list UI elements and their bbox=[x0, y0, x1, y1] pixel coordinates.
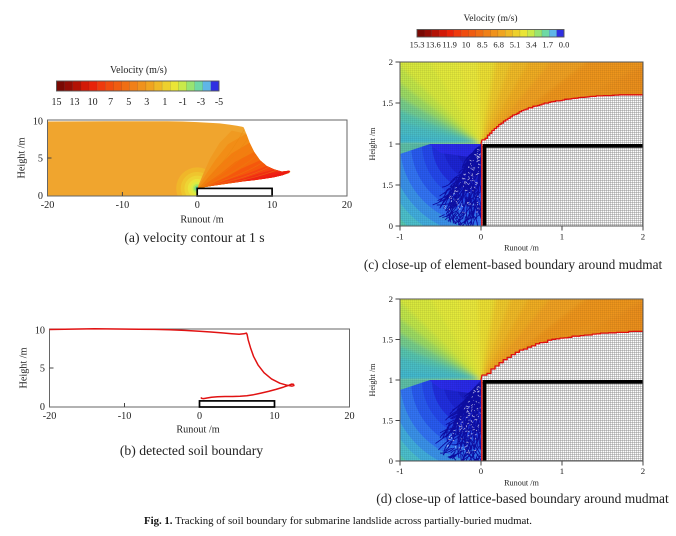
svg-text:1: 1 bbox=[162, 97, 167, 108]
svg-text:Velocity (m/s): Velocity (m/s) bbox=[463, 13, 517, 24]
svg-text:1.7: 1.7 bbox=[542, 40, 553, 50]
svg-text:1.5: 1.5 bbox=[382, 335, 394, 345]
svg-text:0: 0 bbox=[389, 456, 394, 466]
svg-text:1: 1 bbox=[560, 232, 564, 242]
svg-text:Fig. 1. Tracking of soil bound: Fig. 1. Tracking of soil boundary for su… bbox=[144, 515, 532, 527]
svg-text:0: 0 bbox=[389, 221, 394, 231]
svg-text:0: 0 bbox=[40, 402, 45, 413]
svg-text:Runout /m: Runout /m bbox=[504, 479, 539, 488]
svg-text:0: 0 bbox=[197, 411, 202, 422]
svg-text:10: 10 bbox=[462, 40, 471, 50]
svg-text:6.8: 6.8 bbox=[493, 40, 504, 50]
svg-text:-20: -20 bbox=[43, 411, 57, 422]
svg-text:8.5: 8.5 bbox=[477, 40, 488, 50]
svg-text:10: 10 bbox=[35, 326, 45, 337]
svg-text:5: 5 bbox=[126, 97, 131, 108]
svg-text:Velocity (m/s): Velocity (m/s) bbox=[110, 65, 167, 76]
svg-text:1.5: 1.5 bbox=[382, 416, 394, 426]
svg-text:(a) velocity contour at 1 s: (a) velocity contour at 1 s bbox=[124, 230, 264, 246]
svg-text:3: 3 bbox=[144, 97, 149, 108]
svg-text:Height /m: Height /m bbox=[19, 347, 30, 388]
svg-text:2: 2 bbox=[389, 294, 393, 304]
svg-text:5: 5 bbox=[40, 364, 45, 375]
svg-text:15.3: 15.3 bbox=[410, 40, 425, 50]
svg-text:2: 2 bbox=[641, 466, 645, 476]
svg-text:13: 13 bbox=[70, 97, 80, 108]
svg-text:1.5: 1.5 bbox=[382, 180, 394, 190]
svg-text:0: 0 bbox=[479, 466, 484, 476]
svg-text:Runout /m: Runout /m bbox=[176, 425, 219, 436]
svg-text:-10: -10 bbox=[116, 200, 130, 211]
svg-text:3.4: 3.4 bbox=[526, 40, 537, 50]
svg-text:-10: -10 bbox=[118, 411, 132, 422]
svg-text:Height /m: Height /m bbox=[368, 127, 377, 161]
svg-text:-1: -1 bbox=[396, 232, 403, 242]
svg-text:15: 15 bbox=[52, 97, 62, 108]
svg-text:10: 10 bbox=[269, 411, 279, 422]
svg-text:20: 20 bbox=[344, 411, 354, 422]
svg-text:5.1: 5.1 bbox=[510, 40, 521, 50]
svg-text:-3: -3 bbox=[197, 97, 205, 108]
svg-text:10: 10 bbox=[88, 97, 98, 108]
svg-text:1.5: 1.5 bbox=[382, 98, 394, 108]
svg-text:-1: -1 bbox=[396, 466, 403, 476]
svg-text:Height /m: Height /m bbox=[17, 137, 28, 178]
svg-text:10: 10 bbox=[267, 200, 277, 211]
svg-text:13.6: 13.6 bbox=[426, 40, 441, 50]
svg-text:0: 0 bbox=[479, 232, 484, 242]
svg-text:1: 1 bbox=[560, 466, 564, 476]
svg-text:11.9: 11.9 bbox=[442, 40, 457, 50]
svg-text:(d) close-up of lattice-based: (d) close-up of lattice-based boundary a… bbox=[376, 491, 669, 506]
svg-text:0.0: 0.0 bbox=[559, 40, 570, 50]
svg-text:10: 10 bbox=[33, 117, 43, 128]
svg-text:Runout /m: Runout /m bbox=[504, 244, 539, 253]
svg-text:Height /m: Height /m bbox=[368, 363, 377, 397]
svg-text:20: 20 bbox=[342, 200, 352, 211]
svg-text:0: 0 bbox=[195, 200, 200, 211]
svg-text:(c) close-up of element-based: (c) close-up of element-based boundary a… bbox=[364, 257, 663, 272]
svg-text:1: 1 bbox=[389, 375, 393, 385]
svg-text:7: 7 bbox=[108, 97, 113, 108]
svg-text:-5: -5 bbox=[215, 97, 223, 108]
svg-text:1: 1 bbox=[389, 139, 393, 149]
svg-text:2: 2 bbox=[641, 232, 645, 242]
svg-text:(b) detected soil boundary: (b) detected soil boundary bbox=[120, 443, 263, 459]
svg-text:-20: -20 bbox=[41, 200, 55, 211]
svg-text:2: 2 bbox=[389, 57, 393, 67]
svg-text:-1: -1 bbox=[179, 97, 187, 108]
svg-text:5: 5 bbox=[38, 154, 43, 165]
svg-text:Runout /m: Runout /m bbox=[180, 215, 223, 226]
svg-text:0: 0 bbox=[38, 191, 43, 202]
